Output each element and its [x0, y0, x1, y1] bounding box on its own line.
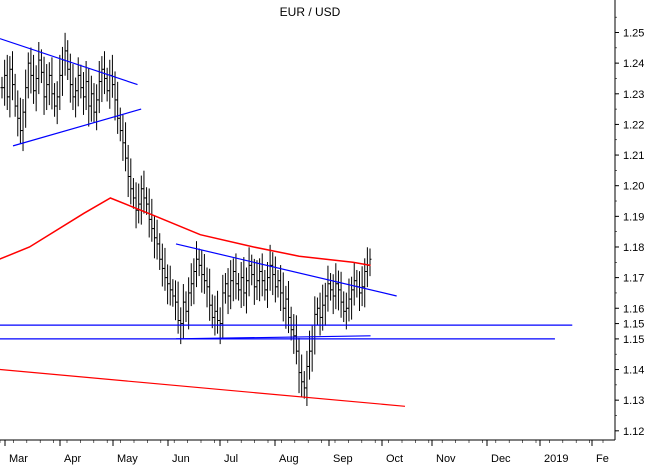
x-tick-label: Nov — [436, 453, 456, 465]
y-tick-label: 1.15 — [623, 334, 644, 346]
x-tick-label: Fe — [596, 453, 609, 465]
y-tick-label: 1.24 — [623, 58, 644, 70]
y-tick-label: 1.16 — [623, 303, 644, 315]
trendlines-layer — [0, 38, 573, 407]
x-tick-label: Jun — [172, 453, 190, 465]
y-tick-label: 1.18 — [623, 242, 644, 254]
y-tick-label: 1.22 — [623, 119, 644, 131]
chart-title: EUR / USD — [280, 5, 341, 19]
y-tick-label: 1.17 — [623, 273, 644, 285]
y-tick-label: 1.19 — [623, 211, 644, 223]
y-tick-label: 1.14 — [623, 365, 644, 377]
x-tick-label: Oct — [386, 453, 403, 465]
x-tick-label: Jul — [224, 453, 238, 465]
moving-average-layer — [0, 197, 371, 267]
y-tick-label: 1.12 — [623, 426, 644, 438]
trendline — [175, 243, 397, 297]
trendline — [0, 38, 138, 86]
x-tick-label: Mar — [9, 453, 28, 465]
x-tick-label: 2019 — [544, 453, 568, 465]
y-tick-label: 1.23 — [623, 89, 644, 101]
y-tick-label: 1.21 — [623, 150, 644, 162]
x-tick-label: Sep — [333, 453, 353, 465]
x-tick-label: Dec — [491, 453, 511, 465]
trendline — [0, 368, 406, 407]
y-tick-label: 1.20 — [623, 181, 644, 193]
x-tick-label: May — [117, 453, 138, 465]
moving-average-line — [0, 197, 371, 267]
y-tick-label: 1.13 — [623, 395, 644, 407]
price-bars — [0, 32, 372, 406]
x-tick-label: Aug — [279, 453, 299, 465]
trendline — [12, 108, 142, 147]
x-tick-label: Apr — [64, 453, 81, 465]
y-tick-label: 1.25 — [623, 28, 644, 40]
y-tick-label: 1.15 — [623, 319, 644, 331]
